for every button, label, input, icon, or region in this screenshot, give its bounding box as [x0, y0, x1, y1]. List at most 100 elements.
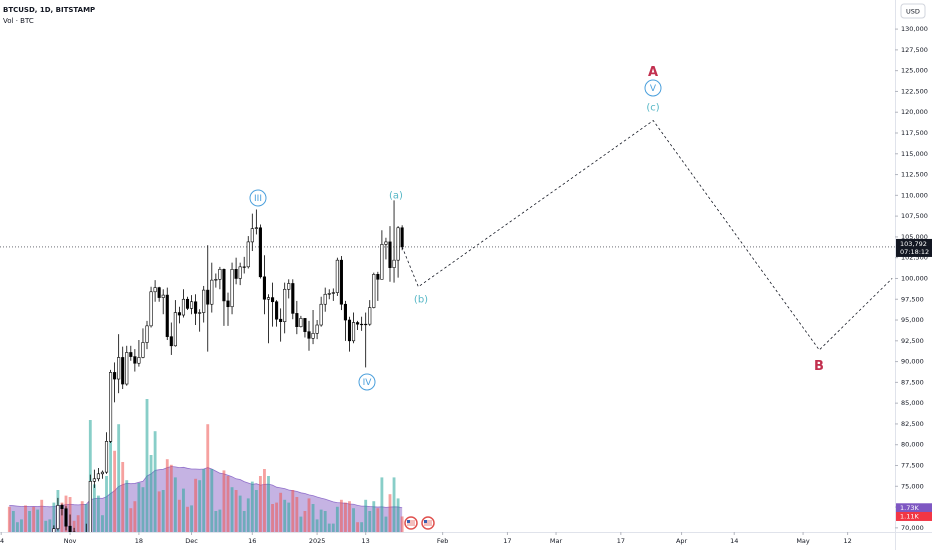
- volume-bar: [214, 511, 218, 532]
- volume-bar: [319, 509, 323, 532]
- candle-body: [92, 478, 96, 482]
- y-tick-label: 95,000: [901, 316, 924, 324]
- volume-bar: [113, 450, 117, 532]
- volume-bar: [291, 490, 295, 532]
- volume-ma-line: [9, 466, 403, 509]
- volume-bar: [80, 501, 84, 532]
- x-tick-label: 17: [503, 537, 511, 545]
- candle-body: [270, 297, 275, 303]
- volume-bar: [344, 502, 347, 532]
- candle-body: [327, 293, 331, 295]
- candle-body: [165, 294, 169, 337]
- wave-label: A: [648, 65, 658, 80]
- candle-body: [343, 303, 348, 321]
- candle-body: [242, 266, 246, 268]
- volume-tag-label: 1.11K: [900, 512, 919, 520]
- volume-bar: [271, 504, 274, 532]
- volume-bar: [384, 516, 388, 532]
- candle-body: [364, 323, 368, 326]
- volume-bar: [368, 511, 372, 532]
- currency-button[interactable]: [900, 3, 926, 19]
- volume-bar: [323, 511, 327, 532]
- volume-bar: [92, 484, 96, 532]
- candle-body: [311, 333, 315, 339]
- candle-body: [145, 325, 149, 343]
- candle-body: [351, 322, 356, 342]
- wave-projection: [401, 119, 893, 351]
- candle-body: [384, 241, 388, 245]
- volume-bar: [32, 506, 36, 532]
- candle-body: [246, 241, 250, 268]
- y-tick-label: 82,500: [901, 420, 924, 428]
- candle-body: [129, 352, 133, 357]
- y-tick-label: 92,500: [901, 337, 924, 345]
- y-tick-label: 110,000: [901, 191, 928, 199]
- candle-body: [376, 274, 380, 280]
- y-tick-label: 80,000: [901, 441, 924, 449]
- candle-body: [202, 289, 206, 313]
- wave-label-ring: [249, 189, 267, 207]
- candle-body: [380, 244, 384, 280]
- volume-bar: [36, 509, 40, 532]
- candle-body: [396, 227, 400, 261]
- volume-bar: [376, 508, 380, 532]
- volume-tag: [896, 511, 932, 521]
- volume-bar: [206, 424, 210, 532]
- volume-bar: [137, 483, 141, 532]
- volume-bar: [173, 477, 177, 532]
- volume-bar: [254, 490, 258, 532]
- candle-body: [287, 283, 291, 290]
- last-price-label: 103,792: [900, 240, 927, 248]
- candle-body: [185, 298, 190, 309]
- candle-body: [226, 300, 230, 308]
- x-tick-label: 2025: [309, 537, 326, 545]
- candle-body: [372, 274, 376, 308]
- volume-bar: [105, 476, 108, 532]
- volume-bar: [129, 508, 133, 532]
- volume-bar: [48, 519, 52, 532]
- volume-bar: [287, 502, 291, 532]
- volume-bar: [24, 505, 27, 532]
- y-tick-label: 125,000: [901, 67, 928, 75]
- volume-bar: [275, 502, 279, 532]
- volume-bar: [182, 488, 185, 532]
- volume-bar: [157, 491, 161, 532]
- volume-bar: [28, 511, 31, 532]
- y-tick-label: 107,500: [901, 212, 928, 220]
- volume-bar: [15, 522, 19, 532]
- event-flags: [404, 516, 435, 530]
- candle-body: [194, 301, 198, 314]
- x-tick-label: 13: [362, 537, 370, 545]
- volume-bar: [263, 469, 266, 532]
- candle-body: [388, 241, 392, 268]
- candle-body: [198, 312, 202, 314]
- volume-bar: [226, 476, 230, 532]
- candle-body: [117, 357, 121, 380]
- candle-body: [210, 279, 214, 305]
- candle-body: [157, 287, 161, 298]
- volume-bar: [311, 504, 315, 532]
- candle-body: [250, 228, 254, 243]
- volume-bar: [327, 523, 331, 532]
- x-tick-label: May: [796, 537, 810, 545]
- volume-bar: [52, 502, 56, 532]
- flag-canton: [424, 520, 427, 523]
- candle-body: [323, 293, 327, 305]
- candle-body: [291, 283, 295, 314]
- volume-bar: [68, 497, 72, 532]
- x-tick-label: Nov: [64, 537, 77, 545]
- candle-body: [206, 289, 210, 305]
- volume-bar: [392, 477, 396, 532]
- volume-bar: [283, 499, 287, 532]
- volume-bar: [335, 506, 339, 532]
- candle-body: [52, 528, 56, 532]
- x-tick-label: 12: [843, 537, 851, 545]
- currency-label[interactable]: USD: [906, 8, 920, 16]
- candle-body: [141, 342, 145, 358]
- volume-bar: [153, 431, 157, 532]
- volume-bar: [307, 498, 311, 532]
- volume-bar: [165, 459, 169, 532]
- volume-bar: [234, 490, 238, 532]
- candle-body: [400, 227, 404, 248]
- volume-bar: [299, 516, 303, 532]
